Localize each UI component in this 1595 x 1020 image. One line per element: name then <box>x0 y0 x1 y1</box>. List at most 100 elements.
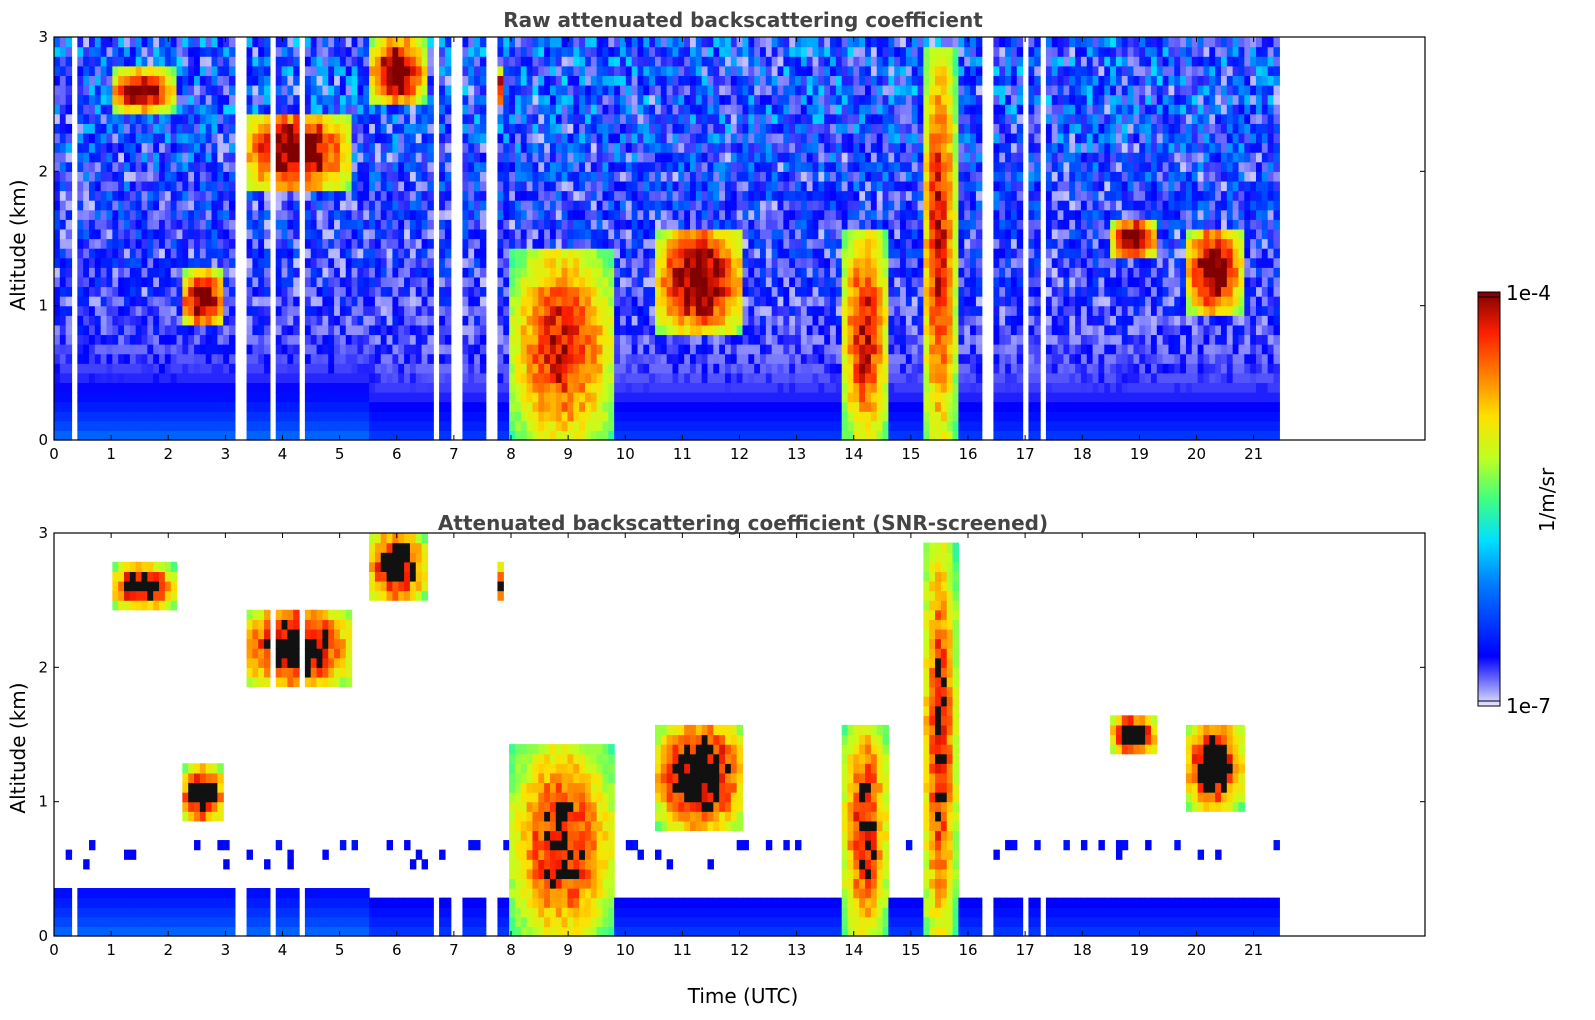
heatmap-cell <box>754 84 761 96</box>
heatmap-cell <box>339 257 347 268</box>
heatmap-cell <box>182 363 189 374</box>
heatmap-cell <box>159 123 166 134</box>
heatmap-cell <box>631 200 639 211</box>
heatmap-cell <box>386 344 394 355</box>
heatmap-cell <box>619 257 627 268</box>
heatmap-cell <box>765 276 773 288</box>
heatmap-cell <box>765 257 773 268</box>
heatmap-cell <box>619 200 627 211</box>
heatmap-cell <box>363 84 370 96</box>
heatmap-cell <box>777 276 784 288</box>
heatmap-cell <box>345 190 353 201</box>
heatmap-cell <box>135 344 143 355</box>
heatmap-cell <box>625 315 633 326</box>
heatmap-cell <box>217 267 224 278</box>
heatmap-cell <box>54 257 61 268</box>
heatmap-cell <box>544 334 551 345</box>
heatmap-cell <box>415 324 423 336</box>
heatmap-cell <box>649 46 656 57</box>
heatmap-cell <box>147 372 154 384</box>
heatmap-cell <box>141 353 148 364</box>
heatmap-cell <box>54 334 61 345</box>
heatmap-cell <box>719 411 726 422</box>
heatmap-cell <box>462 315 469 326</box>
heatmap-cell <box>205 228 213 240</box>
heatmap-cell <box>555 401 563 412</box>
heatmap-cell <box>217 324 224 336</box>
heatmap-cell <box>147 56 154 67</box>
heatmap-cell <box>369 276 376 288</box>
heatmap-cell <box>205 180 213 192</box>
heatmap-cell <box>182 382 189 393</box>
heatmap-cell <box>660 257 668 268</box>
heatmap-cell <box>275 132 283 144</box>
heatmap-cell <box>176 344 183 355</box>
heatmap-cell <box>631 286 639 297</box>
heatmap-cell <box>468 94 475 105</box>
heatmap-cell <box>182 84 189 96</box>
heatmap-cell <box>246 392 253 403</box>
heatmap-cell <box>509 132 516 144</box>
heatmap-cell <box>544 286 551 297</box>
heatmap-cell <box>118 334 125 345</box>
heatmap-cell <box>497 430 504 441</box>
heatmap-cell <box>328 324 335 336</box>
heatmap-cell <box>631 219 639 230</box>
heatmap-cell <box>287 305 294 316</box>
heatmap-cell <box>573 180 580 192</box>
heatmap-cell <box>199 123 207 134</box>
heatmap-cell <box>596 190 604 201</box>
heatmap-cell <box>725 132 732 144</box>
heatmap-cell <box>754 257 761 268</box>
heatmap-cell <box>404 37 411 48</box>
heatmap-cell <box>223 152 230 163</box>
heatmap-cell <box>590 286 598 297</box>
heatmap-cell <box>118 276 125 288</box>
heatmap-cell <box>468 363 475 374</box>
heatmap-cell <box>363 382 370 393</box>
heatmap-cell <box>479 132 487 144</box>
heatmap-cell <box>176 334 183 345</box>
heatmap-cell <box>170 190 178 201</box>
heatmap-cell <box>584 257 592 268</box>
heatmap-cell <box>526 142 534 153</box>
heatmap-cell <box>672 257 679 268</box>
heatmap-cell <box>742 84 749 96</box>
heatmap-cell <box>760 113 767 124</box>
heatmap-cell <box>514 363 522 374</box>
heatmap-cell <box>258 382 265 393</box>
heatmap-cell <box>695 334 703 345</box>
heatmap-cell <box>520 267 528 278</box>
heatmap-cell <box>322 382 329 393</box>
heatmap-cell <box>520 132 528 144</box>
heatmap-cell <box>310 267 318 278</box>
heatmap-cell <box>124 238 131 249</box>
heatmap-cell <box>427 190 434 201</box>
heatmap-cell <box>707 248 714 259</box>
heatmap-cell <box>363 315 370 326</box>
heatmap-cell <box>404 104 411 115</box>
heatmap-cell <box>765 142 773 153</box>
heatmap-cell <box>275 190 283 201</box>
heatmap-cell <box>695 219 703 230</box>
heatmap-cell <box>334 363 341 374</box>
heatmap-cell <box>795 190 802 201</box>
heatmap-cell <box>293 132 300 144</box>
heatmap-cell <box>65 46 73 57</box>
heatmap-cell <box>596 113 604 124</box>
heatmap-cell <box>439 248 446 259</box>
heatmap-cell <box>100 315 108 326</box>
heatmap-cell <box>748 276 755 288</box>
heatmap-cell <box>514 190 522 201</box>
heatmap-cell <box>701 113 709 124</box>
heatmap-cell <box>106 84 113 96</box>
heatmap-cell <box>386 180 394 192</box>
heatmap-cell <box>549 286 557 297</box>
heatmap-cell <box>672 84 679 96</box>
heatmap-cell <box>415 353 423 364</box>
heatmap-cell <box>229 248 236 259</box>
heatmap-cell <box>322 344 329 355</box>
heatmap-cell <box>118 382 125 393</box>
heatmap-cell <box>427 180 434 192</box>
heatmap-cell <box>369 411 376 422</box>
